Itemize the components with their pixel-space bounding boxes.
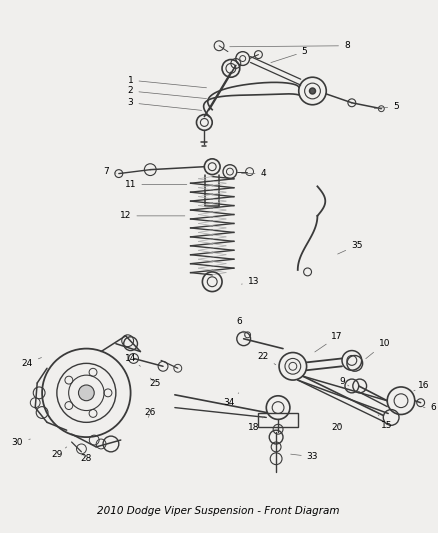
Text: 12: 12 (120, 212, 185, 220)
Text: 6: 6 (236, 317, 245, 336)
Circle shape (78, 385, 94, 401)
Circle shape (310, 88, 315, 94)
Text: 14: 14 (125, 354, 141, 366)
Text: 4: 4 (241, 169, 266, 178)
Text: 7: 7 (103, 167, 116, 176)
Text: 8: 8 (230, 41, 350, 50)
Text: 24: 24 (22, 358, 42, 368)
Text: 2: 2 (128, 86, 206, 99)
Text: 5: 5 (271, 47, 307, 62)
Text: 17: 17 (315, 332, 343, 352)
Text: 9: 9 (339, 376, 349, 386)
Text: 28: 28 (81, 454, 92, 463)
Text: 26: 26 (145, 408, 156, 417)
Text: 18: 18 (248, 416, 264, 432)
Text: 25: 25 (149, 378, 161, 387)
Text: 5: 5 (374, 102, 399, 111)
Text: 33: 33 (291, 453, 318, 461)
Text: 3: 3 (128, 98, 201, 110)
Text: 15: 15 (378, 415, 392, 430)
Text: 10: 10 (366, 339, 390, 359)
Text: 22: 22 (258, 352, 276, 365)
Text: 29: 29 (51, 447, 67, 459)
Text: 20: 20 (332, 423, 343, 432)
Text: 16: 16 (414, 382, 429, 391)
Text: 34: 34 (223, 393, 239, 407)
Text: 13: 13 (241, 277, 259, 286)
Text: 35: 35 (338, 241, 363, 254)
Text: 6: 6 (424, 403, 436, 412)
Text: 2010 Dodge Viper Suspension - Front Diagram: 2010 Dodge Viper Suspension - Front Diag… (97, 506, 339, 516)
Text: 30: 30 (12, 438, 30, 447)
Text: 11: 11 (125, 180, 187, 189)
Text: 1: 1 (128, 76, 206, 88)
